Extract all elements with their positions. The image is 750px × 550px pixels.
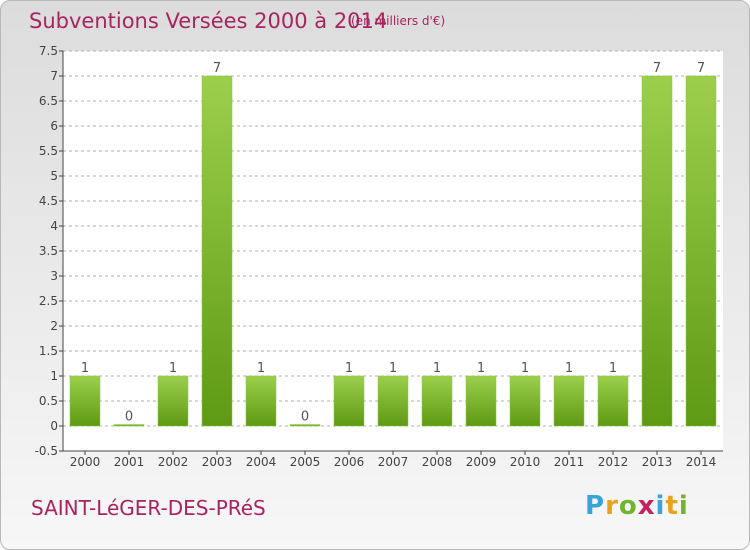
- bar-value-label: 1: [433, 361, 441, 376]
- bar: [333, 375, 365, 427]
- bar: [377, 375, 409, 427]
- y-tick-label: 0.5: [39, 394, 58, 408]
- bar: [157, 375, 189, 427]
- x-tick-label: 2014: [686, 455, 717, 469]
- x-tick-label: 2004: [246, 455, 277, 469]
- y-tick-label: 6.5: [39, 94, 58, 108]
- bar: [113, 424, 145, 427]
- bar: [597, 375, 629, 427]
- x-tick-label: 2003: [202, 455, 233, 469]
- bar-value-label: 1: [609, 361, 617, 376]
- bar-value-label: 1: [169, 361, 177, 376]
- y-tick-label: -0.5: [35, 444, 58, 458]
- y-tick-label: 7: [50, 69, 58, 83]
- x-tick-label: 2010: [510, 455, 541, 469]
- x-tick-label: 2005: [290, 455, 321, 469]
- bar-value-label: 1: [345, 361, 353, 376]
- y-tick-label: 2: [50, 319, 58, 333]
- y-tick-label: 2.5: [39, 294, 58, 308]
- bar-value-label: 1: [521, 361, 529, 376]
- bar: [245, 375, 277, 427]
- bar-value-label: 7: [213, 61, 221, 76]
- bar: [685, 75, 717, 427]
- proxiti-logo: Proxiti: [585, 491, 689, 521]
- x-tick-label: 2008: [422, 455, 453, 469]
- x-tick-label: 2011: [554, 455, 585, 469]
- bar-value-label: 7: [653, 61, 661, 76]
- bar: [641, 75, 673, 427]
- bar: [201, 75, 233, 427]
- x-tick-label: 2007: [378, 455, 409, 469]
- x-tick-label: 2001: [114, 455, 145, 469]
- y-tick-label: 0: [50, 419, 58, 433]
- y-tick-label: 3.5: [39, 244, 58, 258]
- bar: [553, 375, 585, 427]
- bar-value-label: 0: [125, 410, 133, 425]
- x-tick-label: 2002: [158, 455, 189, 469]
- bar-value-label: 0: [301, 410, 309, 425]
- bar-value-label: 1: [565, 361, 573, 376]
- x-tick-label: 2006: [334, 455, 365, 469]
- bar: [421, 375, 453, 427]
- y-tick-label: 4.5: [39, 194, 58, 208]
- y-tick-label: 4: [50, 219, 58, 233]
- bar: [69, 375, 101, 427]
- bar-value-label: 1: [477, 361, 485, 376]
- bar-value-label: 1: [81, 361, 89, 376]
- x-tick-label: 2013: [642, 455, 673, 469]
- place-name: SAINT-LéGER-DES-PRéS: [31, 496, 266, 520]
- bar: [289, 424, 321, 427]
- x-tick-label: 2000: [70, 455, 101, 469]
- y-tick-label: 6: [50, 119, 58, 133]
- bar-value-label: 1: [257, 361, 265, 376]
- chart-subtitle: (en milliers d'€): [351, 14, 446, 28]
- bar: [509, 375, 541, 427]
- y-tick-label: 3: [50, 269, 58, 283]
- y-tick-label: 5.5: [39, 144, 58, 158]
- bar-value-label: 7: [697, 61, 705, 76]
- y-tick-label: 1: [50, 369, 58, 383]
- bar: [465, 375, 497, 427]
- x-tick-label: 2012: [598, 455, 629, 469]
- x-tick-label: 2009: [466, 455, 497, 469]
- y-tick-label: 7.5: [39, 44, 58, 58]
- chart-title: Subventions Versées 2000 à 2014: [29, 9, 388, 33]
- bar-value-label: 1: [389, 361, 397, 376]
- y-tick-label: 1.5: [39, 344, 58, 358]
- y-tick-label: 5: [50, 169, 58, 183]
